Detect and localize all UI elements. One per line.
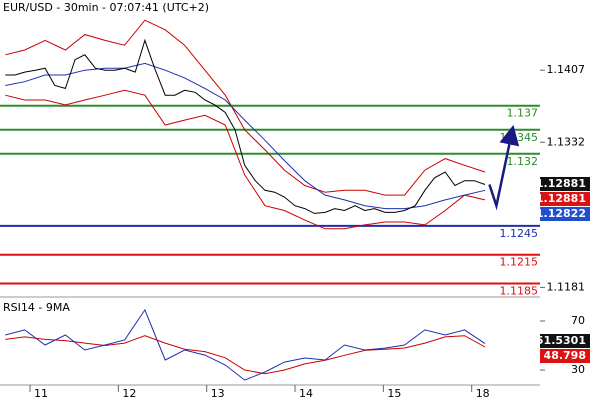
level-label: 1.1345 — [500, 131, 539, 144]
series-line — [5, 62, 486, 210]
price-tag-label: 1.12881 — [536, 192, 586, 205]
y-tick-label: 70 — [571, 314, 585, 327]
price-tag-label: 1.12822 — [536, 207, 586, 220]
level-label: 1.1185 — [500, 285, 539, 298]
y-tick-label: 30 — [571, 363, 585, 376]
price-tag-label: 48.798 — [544, 349, 586, 362]
level-label: 1.1245 — [500, 227, 539, 240]
price-tag — [540, 207, 590, 221]
x-tick-label: 14 — [299, 387, 313, 400]
series-line — [5, 308, 486, 381]
series-line — [5, 19, 486, 196]
y-tick-label: 1.1181 — [547, 280, 586, 293]
y-tick-label: 1.1407 — [547, 63, 586, 76]
price-tag — [540, 177, 590, 191]
price-tag — [540, 349, 590, 363]
level-label: 1.1215 — [500, 256, 539, 269]
series-line — [5, 38, 486, 214]
chart-title: EUR/USD - 30min - 07:07:41 (UTC+2) — [3, 1, 209, 14]
indicator-title: RSI14 - 9MA — [3, 301, 70, 314]
price-tag — [540, 192, 590, 206]
x-tick-label: 18 — [476, 387, 490, 400]
price-tag-label: 51.5301 — [536, 334, 586, 347]
x-tick-label: 11 — [34, 387, 48, 400]
y-tick-label: 1.1332 — [547, 135, 586, 148]
x-tick-label: 13 — [211, 387, 225, 400]
series-line — [5, 335, 486, 375]
level-label: 1.137 — [507, 107, 539, 120]
x-tick-label: 15 — [387, 387, 401, 400]
series-line — [5, 89, 486, 230]
price-tag — [540, 334, 590, 348]
price-tag-label: 1.12881 — [536, 177, 586, 190]
x-tick-label: 12 — [122, 387, 136, 400]
level-label: 1.132 — [507, 155, 539, 168]
projection-arrow — [488, 124, 520, 211]
